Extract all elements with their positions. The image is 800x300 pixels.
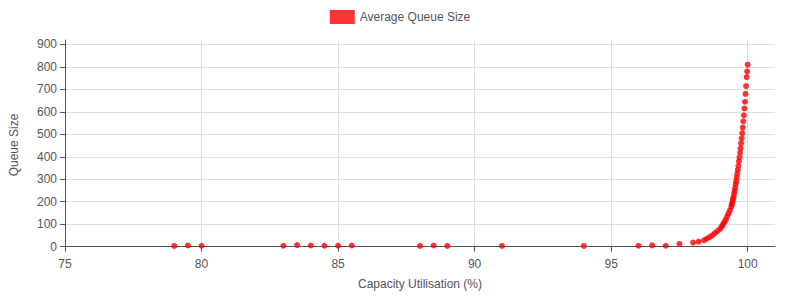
svg-text:100: 100 <box>738 257 758 271</box>
svg-text:85: 85 <box>331 257 345 271</box>
svg-text:900: 900 <box>37 37 57 51</box>
svg-text:75: 75 <box>58 257 72 271</box>
svg-text:200: 200 <box>37 195 57 209</box>
svg-text:90: 90 <box>468 257 482 271</box>
svg-text:80: 80 <box>195 257 209 271</box>
svg-text:500: 500 <box>37 127 57 141</box>
svg-text:700: 700 <box>37 82 57 96</box>
svg-text:800: 800 <box>37 60 57 74</box>
svg-text:300: 300 <box>37 172 57 186</box>
svg-text:0: 0 <box>50 240 57 254</box>
svg-text:Queue Size: Queue Size <box>7 113 21 176</box>
svg-text:600: 600 <box>37 105 57 119</box>
svg-text:Capacity Utilisation (%): Capacity Utilisation (%) <box>358 277 482 291</box>
svg-text:95: 95 <box>604 257 618 271</box>
svg-text:Average Queue Size: Average Queue Size <box>360 10 471 24</box>
svg-text:100: 100 <box>37 217 57 231</box>
svg-text:400: 400 <box>37 150 57 164</box>
